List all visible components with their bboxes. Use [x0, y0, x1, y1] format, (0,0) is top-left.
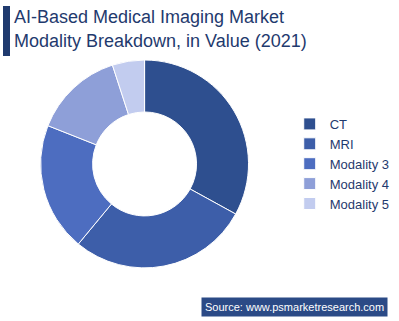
- svg-text:MRI: MRI: [330, 137, 354, 152]
- svg-text:AI-Based Medical Imaging Marke: AI-Based Medical Imaging MarketModality …: [14, 7, 307, 50]
- svg-text:Modality 4: Modality 4: [330, 177, 389, 192]
- svg-text:Source: www.psmarketresearch.c: Source: www.psmarketresearch.com: [205, 301, 384, 313]
- svg-text:Modality 5: Modality 5: [330, 197, 389, 212]
- svg-text:Modality 3: Modality 3: [330, 157, 389, 172]
- svg-text:CT: CT: [330, 117, 347, 132]
